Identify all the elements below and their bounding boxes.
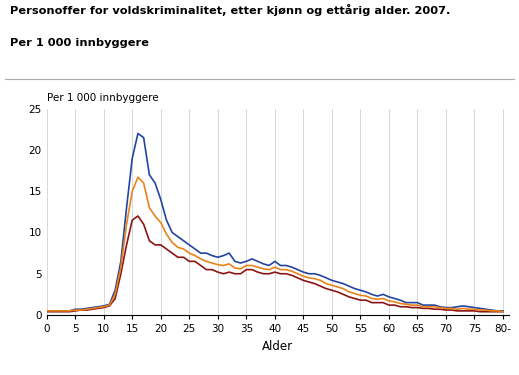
Text: Per 1 000 innbyggere: Per 1 000 innbyggere	[10, 38, 149, 48]
Begge kjønn	[420, 304, 426, 309]
Kvinner	[443, 308, 449, 312]
Kvinner	[420, 306, 426, 310]
Text: Personoffer for voldskriminalitet, etter kjønn og ettårig alder. 2007.: Personoffer for voldskriminalitet, etter…	[10, 4, 451, 16]
Menn	[44, 309, 50, 313]
Text: Per 1 000 innbyggere: Per 1 000 innbyggere	[47, 93, 158, 103]
Kvinner	[334, 290, 340, 294]
Kvinner	[44, 309, 50, 314]
Begge kjønn	[44, 309, 50, 313]
Kvinner	[135, 214, 141, 218]
Kvinner	[300, 278, 306, 283]
Begge kjønn	[334, 285, 340, 289]
Menn	[460, 304, 466, 308]
Begge kjønn	[460, 306, 466, 310]
Menn	[300, 270, 306, 274]
Menn	[420, 303, 426, 307]
Begge kjønn	[443, 306, 449, 310]
Kvinner	[500, 309, 506, 314]
Begge kjønn	[135, 175, 141, 180]
Menn	[386, 295, 392, 299]
Menn	[334, 280, 340, 284]
Menn	[135, 131, 141, 136]
Menn	[500, 309, 506, 313]
Line: Kvinner: Kvinner	[47, 216, 503, 312]
Menn	[443, 305, 449, 310]
Begge kjønn	[500, 309, 506, 314]
Line: Begge kjønn: Begge kjønn	[47, 177, 503, 312]
Line: Menn: Menn	[47, 134, 503, 311]
Kvinner	[460, 309, 466, 313]
Begge kjønn	[386, 299, 392, 303]
Begge kjønn	[300, 274, 306, 279]
X-axis label: Alder: Alder	[262, 340, 293, 352]
Kvinner	[386, 303, 392, 307]
